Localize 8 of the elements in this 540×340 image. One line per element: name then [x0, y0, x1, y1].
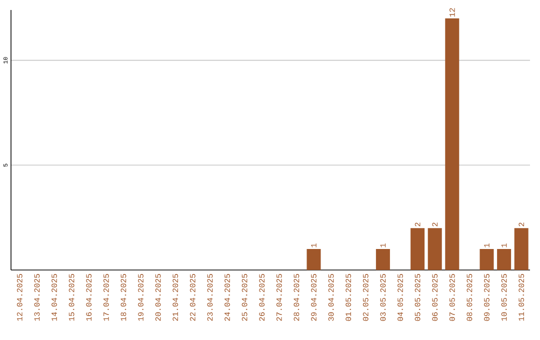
bar: [480, 249, 494, 270]
bar: [514, 228, 528, 270]
bar: [376, 249, 390, 270]
bar: [410, 228, 425, 270]
bar: [306, 249, 321, 270]
bar: [445, 18, 460, 270]
bar: [497, 249, 512, 270]
bar: [428, 228, 442, 270]
